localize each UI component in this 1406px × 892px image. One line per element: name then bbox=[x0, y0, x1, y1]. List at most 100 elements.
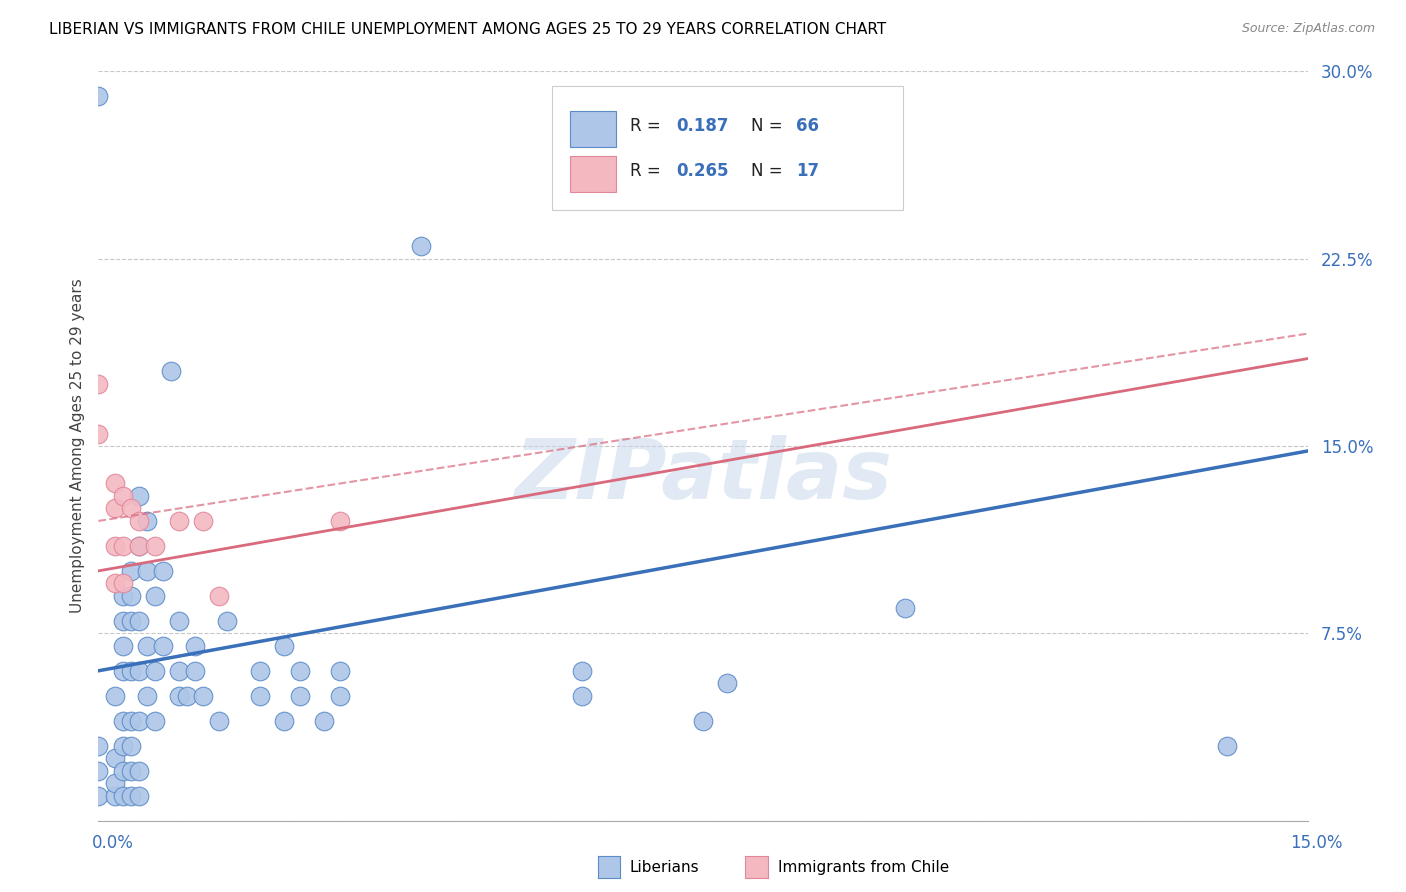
Point bbox=[135, 514, 157, 528]
Point bbox=[208, 714, 231, 728]
Point bbox=[128, 764, 150, 778]
Point bbox=[111, 614, 134, 628]
Point bbox=[111, 489, 134, 503]
Point bbox=[111, 539, 134, 553]
Point bbox=[111, 639, 134, 653]
Text: R =: R = bbox=[630, 117, 666, 135]
Point bbox=[128, 514, 150, 528]
Point bbox=[329, 664, 352, 678]
Point bbox=[120, 614, 142, 628]
Point bbox=[160, 364, 183, 378]
Text: LIBERIAN VS IMMIGRANTS FROM CHILE UNEMPLOYMENT AMONG AGES 25 TO 29 YEARS CORRELA: LIBERIAN VS IMMIGRANTS FROM CHILE UNEMPL… bbox=[49, 22, 886, 37]
Point bbox=[184, 664, 207, 678]
Point bbox=[87, 376, 110, 391]
Point bbox=[103, 689, 125, 703]
Point bbox=[111, 739, 134, 753]
Point bbox=[128, 714, 150, 728]
Point bbox=[571, 664, 593, 678]
Point bbox=[103, 501, 125, 516]
Point bbox=[120, 739, 142, 753]
Point bbox=[111, 764, 134, 778]
Text: 0.0%: 0.0% bbox=[91, 834, 134, 852]
Point bbox=[409, 239, 432, 253]
Point bbox=[128, 539, 150, 553]
Point bbox=[87, 789, 110, 803]
Point bbox=[249, 664, 271, 678]
Point bbox=[184, 639, 207, 653]
Point bbox=[120, 789, 142, 803]
Point bbox=[120, 564, 142, 578]
FancyBboxPatch shape bbox=[569, 112, 616, 147]
Text: Liberians: Liberians bbox=[630, 860, 700, 874]
Point bbox=[692, 714, 714, 728]
Point bbox=[103, 776, 125, 790]
Point bbox=[893, 601, 915, 615]
Point bbox=[111, 664, 134, 678]
FancyBboxPatch shape bbox=[569, 156, 616, 192]
Point bbox=[143, 714, 166, 728]
Point bbox=[167, 664, 190, 678]
Point bbox=[128, 614, 150, 628]
Point bbox=[176, 689, 198, 703]
Point bbox=[314, 714, 336, 728]
Point bbox=[128, 789, 150, 803]
Text: ZIPatlas: ZIPatlas bbox=[515, 435, 891, 516]
Point bbox=[87, 426, 110, 441]
Point bbox=[193, 689, 215, 703]
Point bbox=[87, 739, 110, 753]
Point bbox=[143, 664, 166, 678]
Text: 0.265: 0.265 bbox=[676, 162, 728, 180]
FancyBboxPatch shape bbox=[551, 87, 903, 210]
Point bbox=[288, 664, 311, 678]
Point bbox=[111, 714, 134, 728]
Point bbox=[143, 539, 166, 553]
Point bbox=[288, 689, 311, 703]
Point bbox=[217, 614, 239, 628]
Text: Immigrants from Chile: Immigrants from Chile bbox=[778, 860, 949, 874]
Text: Source: ZipAtlas.com: Source: ZipAtlas.com bbox=[1241, 22, 1375, 36]
Point bbox=[103, 751, 125, 765]
Point bbox=[103, 576, 125, 591]
Point bbox=[103, 539, 125, 553]
Point bbox=[87, 764, 110, 778]
Point bbox=[273, 714, 295, 728]
Point bbox=[87, 89, 110, 103]
Point bbox=[143, 589, 166, 603]
Text: 66: 66 bbox=[796, 117, 820, 135]
Text: N =: N = bbox=[751, 162, 789, 180]
Point bbox=[135, 639, 157, 653]
Point bbox=[120, 714, 142, 728]
Point bbox=[208, 589, 231, 603]
Text: 15.0%: 15.0% bbox=[1291, 834, 1343, 852]
Point bbox=[111, 589, 134, 603]
Point bbox=[128, 489, 150, 503]
Point bbox=[111, 789, 134, 803]
Point bbox=[128, 539, 150, 553]
Text: 17: 17 bbox=[796, 162, 820, 180]
Point bbox=[1216, 739, 1239, 753]
Point bbox=[120, 501, 142, 516]
Point bbox=[111, 576, 134, 591]
Y-axis label: Unemployment Among Ages 25 to 29 years: Unemployment Among Ages 25 to 29 years bbox=[69, 278, 84, 614]
Text: N =: N = bbox=[751, 117, 789, 135]
Point bbox=[329, 514, 352, 528]
Point bbox=[716, 676, 738, 690]
Point bbox=[167, 689, 190, 703]
Point bbox=[103, 789, 125, 803]
Point bbox=[167, 614, 190, 628]
Point bbox=[193, 514, 215, 528]
Point bbox=[120, 764, 142, 778]
Point bbox=[167, 514, 190, 528]
Point bbox=[120, 589, 142, 603]
Point bbox=[103, 476, 125, 491]
Point bbox=[135, 689, 157, 703]
Point bbox=[249, 689, 271, 703]
Text: 0.187: 0.187 bbox=[676, 117, 728, 135]
Point bbox=[152, 639, 174, 653]
Point bbox=[120, 664, 142, 678]
Point bbox=[152, 564, 174, 578]
Point bbox=[135, 564, 157, 578]
Point bbox=[571, 689, 593, 703]
Text: R =: R = bbox=[630, 162, 666, 180]
Point bbox=[128, 664, 150, 678]
